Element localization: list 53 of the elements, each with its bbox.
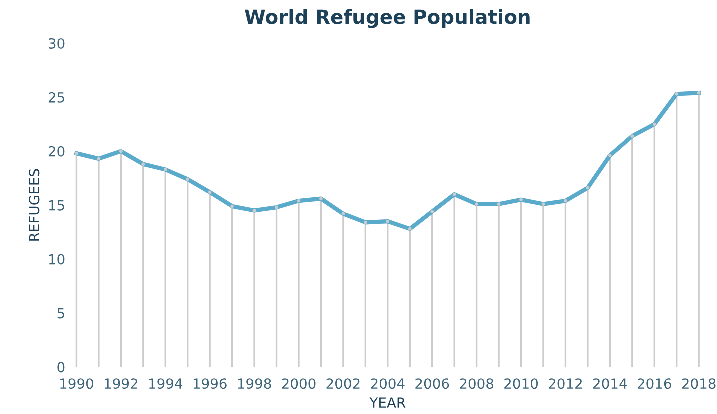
y-tick-label: 20 [48, 146, 65, 157]
point [697, 91, 701, 95]
x-tick-label: 1994 [149, 378, 183, 390]
point [408, 227, 412, 231]
point [230, 204, 234, 208]
point [142, 162, 146, 166]
x-tick-label: 1990 [60, 378, 94, 390]
x-tick-label: 1992 [105, 378, 138, 390]
point [320, 197, 323, 201]
x-tick-label: 2000 [282, 378, 316, 390]
x-tick-label: 1998 [238, 378, 272, 390]
point [208, 190, 212, 194]
point [275, 206, 278, 210]
chart-title: World Refugee Population [245, 9, 530, 28]
point [497, 202, 501, 206]
x-tick-label: 2008 [460, 378, 494, 390]
point [97, 157, 101, 161]
point [520, 198, 523, 202]
x-tick-label: 1996 [194, 378, 227, 390]
x-tick-label: 2004 [371, 378, 405, 390]
y-tick-label: 0 [58, 362, 65, 373]
point [75, 152, 78, 156]
point [542, 202, 546, 206]
point [630, 134, 634, 138]
point [586, 186, 590, 190]
x-axis-title: YEAR [370, 398, 406, 408]
y-tick-label: 5 [58, 308, 64, 319]
point [608, 154, 612, 158]
point [564, 199, 568, 203]
y-axis-title: REFUGEES [29, 169, 40, 241]
point [119, 150, 123, 154]
x-tick-label: 2010 [504, 378, 538, 390]
point [652, 122, 656, 126]
y-tick-label: 30 [48, 38, 65, 49]
point [186, 178, 190, 182]
y-tick-label: 25 [48, 92, 64, 103]
point [364, 220, 368, 224]
point [452, 192, 456, 196]
line-series [74, 91, 702, 232]
x-tick-label: 2016 [638, 378, 672, 390]
point [475, 202, 479, 206]
x-tick-label: 2014 [594, 378, 628, 390]
x-tick-label: 2018 [682, 378, 716, 390]
point [675, 92, 679, 96]
x-tick-label: 2006 [416, 378, 450, 390]
x-tick-label: 2012 [549, 378, 582, 390]
x-tick-label: 2002 [326, 378, 360, 390]
point [386, 220, 390, 224]
point [164, 168, 168, 172]
point [430, 210, 434, 214]
point [252, 209, 256, 212]
y-tick-label: 15 [49, 200, 64, 211]
y-tick-label: 10 [49, 254, 65, 265]
